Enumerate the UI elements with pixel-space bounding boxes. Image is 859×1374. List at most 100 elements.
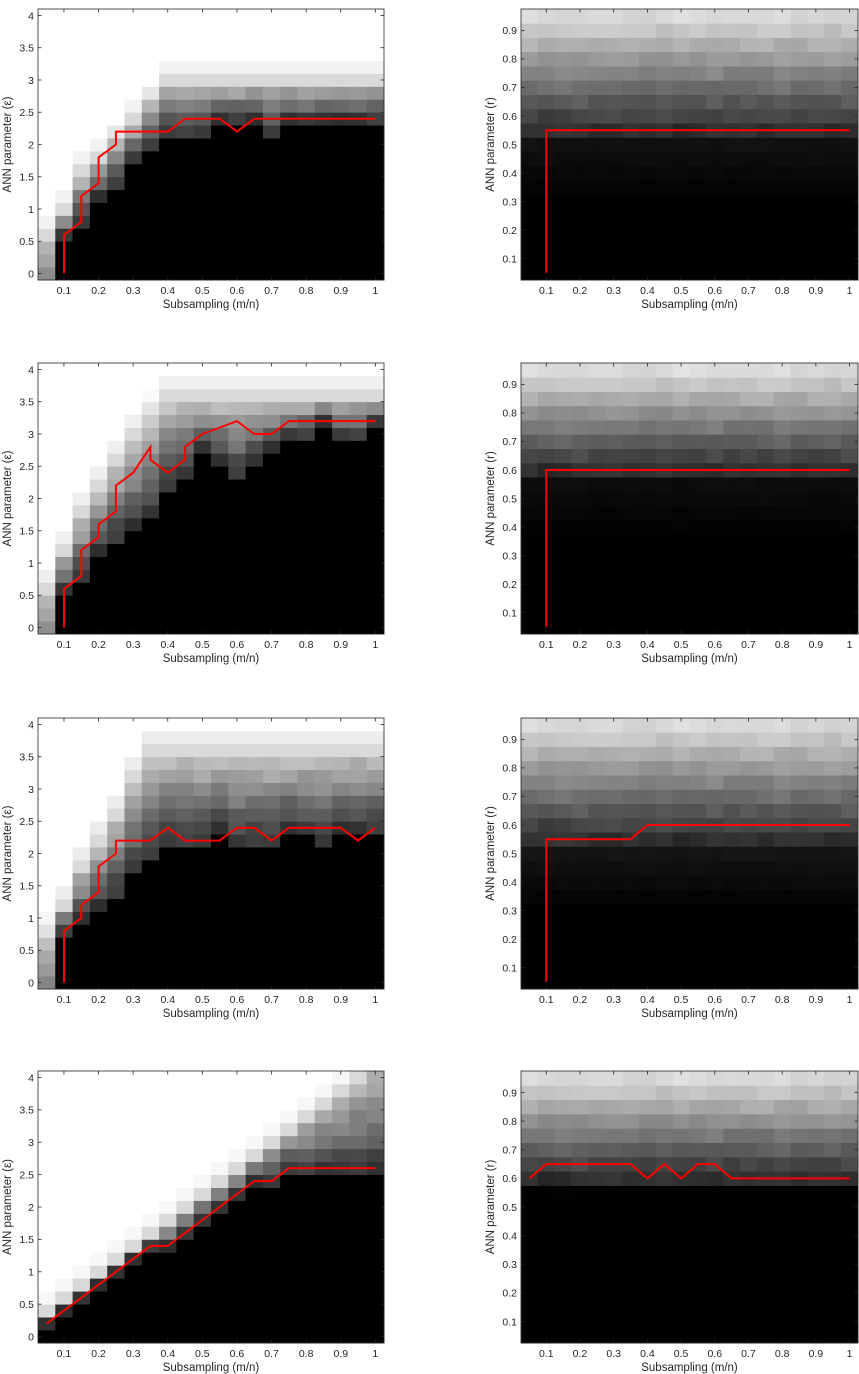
heatmap-cell [159, 963, 177, 977]
heatmap-cell [141, 1135, 160, 1150]
heatmap-cell [790, 974, 808, 990]
heatmap-cell [521, 180, 539, 195]
heatmap-cell [790, 903, 808, 919]
heatmap-cell [89, 375, 108, 390]
heatmap-cell [588, 746, 606, 762]
heatmap-cell [176, 898, 195, 912]
heatmap-cell [638, 1257, 657, 1272]
heatmap-cell [159, 453, 177, 467]
heatmap-cell [72, 1226, 91, 1240]
heatmap-cell [314, 1148, 333, 1163]
heatmap-cell [245, 834, 264, 848]
heatmap-cell [193, 60, 212, 74]
heatmap-cell [72, 228, 91, 242]
y-tick-label: 0.7 [502, 1145, 517, 1157]
heatmap-cell [176, 9, 195, 23]
heatmap-cell [790, 1199, 808, 1215]
heatmap-cell [740, 718, 758, 733]
heatmap-cell [159, 1278, 177, 1292]
heatmap-cell [159, 176, 177, 191]
heatmap-cell [790, 108, 808, 124]
heatmap-cell [605, 519, 623, 535]
heatmap-cell [554, 1328, 572, 1344]
heatmap-cell [349, 1278, 368, 1292]
heatmap-cells [521, 718, 859, 990]
heatmap-cell [349, 1187, 368, 1201]
heatmap-cell [554, 1314, 572, 1330]
heatmap-cell [141, 730, 160, 745]
heatmap-cell [790, 960, 808, 976]
heatmap-cell [297, 163, 316, 178]
heatmap-cell [773, 363, 791, 378]
heatmap-cell [723, 151, 741, 167]
x-axis-label: Subsampling (m/n) [641, 1362, 738, 1374]
heatmap-cell [740, 222, 758, 238]
heatmap-cell [723, 1185, 741, 1201]
heatmap-cell [638, 194, 657, 210]
heatmap-cell [211, 924, 229, 938]
heatmap-cell [332, 543, 350, 557]
heatmap-cell [521, 151, 539, 167]
heatmap-cell [349, 924, 368, 938]
heatmap-cell [297, 808, 316, 822]
heatmap-cell [588, 874, 606, 890]
heatmap-cell [349, 73, 368, 87]
heatmap-cell [245, 86, 264, 100]
heatmap-cell [706, 505, 724, 521]
heatmap-cell [638, 619, 657, 635]
heatmap-cell [706, 1171, 724, 1186]
heatmap-cell [245, 440, 264, 454]
heatmap-cell [605, 534, 623, 549]
heatmap-cell [262, 453, 281, 467]
heatmap-cell [588, 491, 606, 507]
heatmap-cell [366, 125, 385, 139]
heatmap-cell [228, 138, 246, 152]
heatmap-cell [38, 427, 56, 441]
heatmap-cell [55, 569, 73, 583]
heatmap-cell [124, 267, 143, 281]
heatmap-cell [773, 1199, 791, 1215]
y-tick-label: 0 [28, 268, 34, 280]
heatmap-cell [588, 37, 606, 53]
heatmap-cell [571, 803, 589, 819]
heatmap-cell [521, 377, 539, 392]
heatmap-cell [124, 163, 143, 178]
heatmap-cell [571, 903, 589, 919]
heatmap-cell [689, 1300, 707, 1315]
heatmap-cell [537, 746, 556, 762]
heatmap-cell [366, 176, 385, 191]
heatmap-cell [38, 911, 56, 925]
heatmap-cell [807, 1156, 825, 1172]
heatmap-cell [655, 519, 674, 535]
heatmap-cell [689, 194, 707, 210]
heatmap-cell [141, 937, 160, 951]
x-tick-label: 0.3 [606, 285, 621, 297]
heatmap-cell [38, 834, 56, 848]
heatmap-cell [159, 401, 177, 416]
heatmap-cell [141, 1109, 160, 1124]
heatmap-cell [228, 782, 246, 796]
heatmap-cell [332, 202, 350, 216]
heatmap-cell [655, 860, 674, 876]
panel-row4-left: 0.1 0.2 0.3 0.4 0.5 0.6 0.7 0.8 0.9 100.511.522.5… [2, 1070, 385, 1374]
heatmap-cell [314, 401, 333, 416]
heatmap-cell [211, 479, 229, 493]
heatmap-cell [366, 401, 385, 416]
heatmap-cell [672, 23, 690, 38]
heatmap-cell [790, 775, 808, 790]
heatmap-cell [689, 732, 707, 747]
y-tick-label: 2 [28, 848, 34, 860]
heatmap-cell [756, 1085, 775, 1101]
heatmap-cell [107, 937, 125, 951]
heatmap-cell [790, 1113, 808, 1129]
heatmap-cell [107, 756, 125, 771]
heatmap-cell [89, 1317, 108, 1331]
heatmap-cell [297, 73, 316, 87]
heatmap-cell [332, 1226, 350, 1240]
heatmap-cell [349, 99, 368, 113]
heatmap-cell [72, 1213, 91, 1227]
heatmap-cell [159, 9, 177, 23]
heatmap-cell [141, 99, 160, 113]
heatmap-cell [245, 466, 264, 480]
heatmap-cell [521, 477, 539, 492]
